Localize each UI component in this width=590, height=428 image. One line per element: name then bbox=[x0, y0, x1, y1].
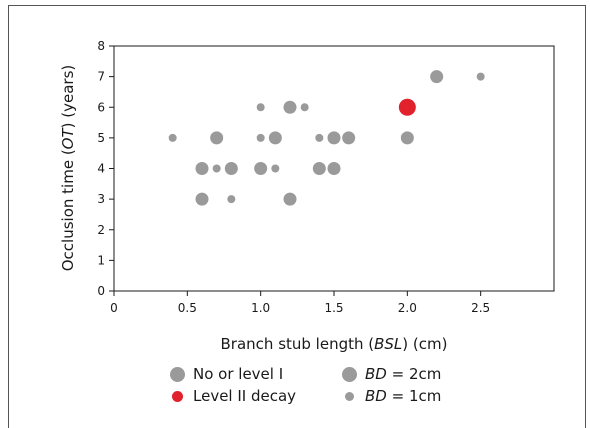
legend-label: BD = 1cm bbox=[365, 387, 442, 405]
x-axis: 0 0.5 1.0 1.5 2.0 2.5 bbox=[110, 291, 490, 315]
y-tick-label: 3 bbox=[97, 192, 105, 206]
data-point bbox=[342, 131, 356, 145]
y-tick-label: 2 bbox=[97, 223, 105, 237]
data-point bbox=[210, 131, 224, 145]
legend-label: Level II decay bbox=[193, 387, 297, 405]
legend-label: BD = 2cm bbox=[365, 365, 442, 383]
legend-marker-gray bbox=[170, 366, 185, 382]
x-tick-label: 2.0 bbox=[398, 301, 417, 315]
data-point bbox=[327, 162, 341, 175]
legend-entry-bd-1cm: BD = 1cm bbox=[342, 387, 441, 405]
legend-marker-red bbox=[172, 390, 183, 402]
data-point bbox=[400, 131, 414, 145]
x-axis-title: Branch stub length (BSL) (cm) bbox=[221, 335, 448, 353]
y-tick-label: 1 bbox=[97, 253, 105, 267]
y-tick-label: 5 bbox=[97, 131, 105, 145]
data-point-level-ii bbox=[398, 98, 416, 116]
data-point bbox=[315, 133, 324, 142]
data-point bbox=[327, 131, 341, 145]
data-point bbox=[430, 70, 444, 84]
y-tick-label: 4 bbox=[97, 162, 105, 176]
x-tick-label: 0 bbox=[110, 301, 118, 315]
x-tick-label: 2.5 bbox=[471, 301, 490, 315]
y-tick-label: 6 bbox=[97, 100, 105, 114]
data-point bbox=[300, 103, 309, 112]
legend-size-marker-small bbox=[345, 391, 354, 401]
x-tick-label: 0.5 bbox=[178, 301, 197, 315]
y-axis: 0 1 2 3 4 5 6 7 8 bbox=[97, 39, 114, 298]
y-tick-label: 0 bbox=[97, 284, 105, 298]
data-point bbox=[212, 164, 221, 173]
data-point bbox=[254, 162, 268, 175]
data-points bbox=[168, 70, 485, 206]
data-point bbox=[256, 133, 265, 142]
data-point bbox=[195, 192, 209, 206]
legend-entry-bd-2cm: BD = 2cm bbox=[342, 365, 441, 383]
y-tick-label: 8 bbox=[97, 39, 105, 53]
data-point bbox=[312, 162, 326, 175]
data-point bbox=[256, 103, 265, 112]
data-point bbox=[271, 164, 280, 173]
x-tick-label: 1.5 bbox=[324, 301, 343, 315]
data-point bbox=[283, 192, 297, 206]
data-point bbox=[224, 162, 238, 175]
data-point bbox=[283, 100, 297, 114]
legend-entry-no-or-level-i: No or level I bbox=[170, 365, 283, 383]
data-point bbox=[227, 195, 236, 204]
data-point bbox=[168, 133, 177, 142]
data-point bbox=[195, 162, 209, 175]
data-point bbox=[268, 131, 282, 145]
y-axis-title: Occlusion time (OT) (years) bbox=[59, 65, 77, 272]
x-tick-label: 1.0 bbox=[251, 301, 270, 315]
legend-entry-level-ii-decay: Level II decay bbox=[170, 387, 296, 405]
legend-size-marker-big bbox=[342, 366, 357, 382]
data-point bbox=[476, 72, 485, 81]
legend-label: No or level I bbox=[193, 365, 284, 383]
y-tick-label: 7 bbox=[97, 70, 105, 84]
